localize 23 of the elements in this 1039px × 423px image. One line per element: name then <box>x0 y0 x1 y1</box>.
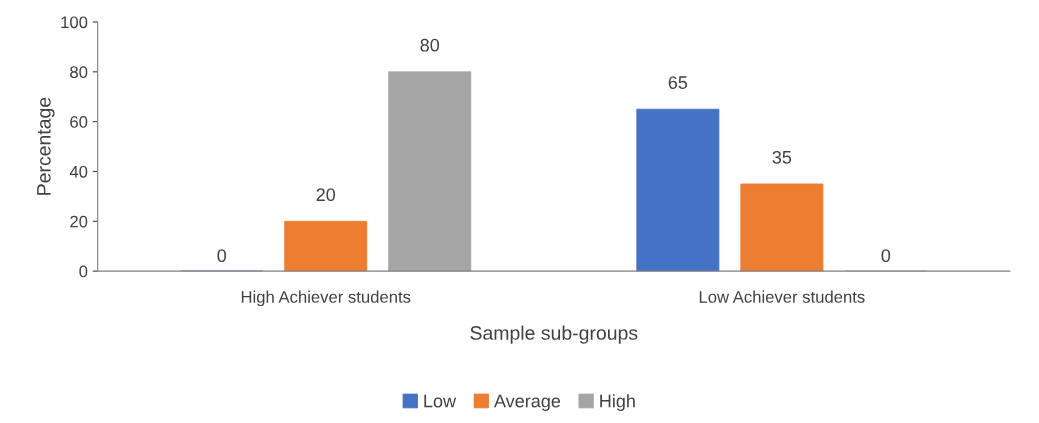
bar <box>388 71 472 272</box>
legend-label: Low <box>424 394 457 408</box>
y-axis-title: Percentage <box>37 97 55 195</box>
data-label: 20 <box>316 188 336 202</box>
x-tick-label: High Achiever students <box>241 290 411 307</box>
y-tick-label: 60 <box>70 116 88 128</box>
bar <box>740 183 824 272</box>
y-tick-label: 80 <box>70 66 88 79</box>
data-label: 65 <box>668 76 688 89</box>
y-tick-label: 0 <box>79 265 88 278</box>
data-label: 0 <box>217 249 227 263</box>
x-tick-label: Low Achiever students <box>699 290 865 303</box>
legend-label: Average <box>494 394 561 411</box>
bar <box>284 220 368 272</box>
data-label: 0 <box>881 249 891 263</box>
data-label: 80 <box>420 38 440 52</box>
legend-label: High <box>600 394 635 411</box>
y-tick-label: 100 <box>61 16 88 29</box>
x-axis-title: Sample sub-groups <box>470 325 638 344</box>
y-tick-label: 40 <box>69 165 88 178</box>
bar <box>636 108 720 272</box>
y-tick-label: 20 <box>70 215 88 228</box>
data-label: 35 <box>772 150 792 164</box>
